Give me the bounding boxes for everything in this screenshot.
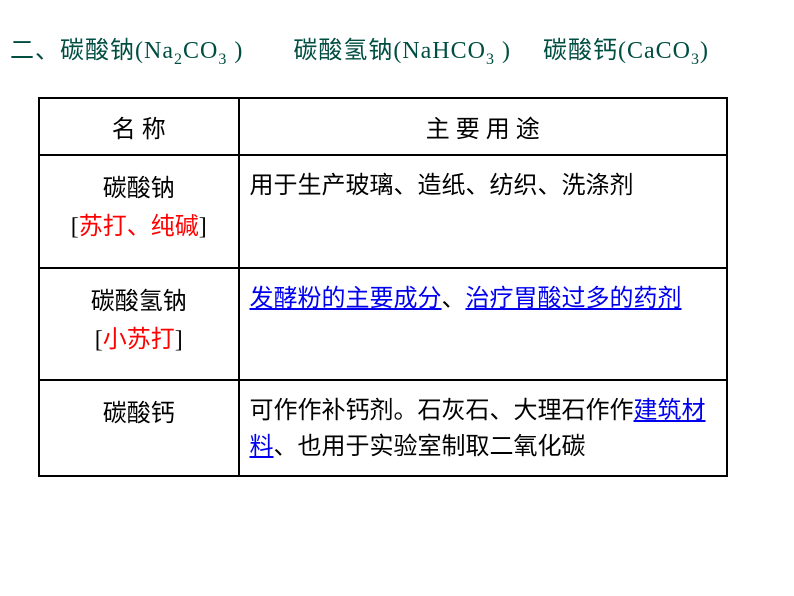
use-text: 用于生产玻璃、造纸、纺织、洗涤剂 (250, 173, 634, 199)
table-header-row: 名 称 主 要 用 途 (39, 98, 727, 155)
name-cell: 碳酸钙 (39, 380, 239, 476)
compound-alias: 小苏打 (103, 327, 175, 353)
title-part: ) 碳酸氢钠(NaHCO (227, 38, 486, 64)
name-cell: 碳酸氢钠 [小苏打] (39, 268, 239, 381)
use-cell: 用于生产玻璃、造纸、纺织、洗涤剂 (239, 155, 727, 268)
use-cell: 发酵粉的主要成分、治疗胃酸过多的药剂 (239, 268, 727, 381)
header-use: 主 要 用 途 (239, 98, 727, 155)
compound-name: 碳酸氢钠 (91, 289, 187, 315)
title-part: ) (700, 38, 709, 64)
compound-alias: 苏打、纯碱 (79, 214, 199, 240)
use-link[interactable]: 发酵粉的主要成分 (250, 286, 442, 312)
bracket-open: [ (71, 214, 79, 240)
compounds-table: 名 称 主 要 用 途 碳酸钠 [苏打、纯碱] 用于生产玻璃、造纸、纺织、洗涤剂… (38, 97, 728, 478)
title-part: ) 碳酸钙(CaCO (495, 38, 691, 64)
subscript: 2 (174, 51, 183, 68)
separator: 、 (442, 286, 466, 312)
title-part: CO (183, 38, 218, 64)
subscript: 3 (691, 51, 700, 68)
compound-name: 碳酸钙 (103, 401, 175, 427)
name-cell: 碳酸钠 [苏打、纯碱] (39, 155, 239, 268)
table-row: 碳酸钙 可作作补钙剂。石灰石、大理石作作建筑材料、也用于实验室制取二氧化碳 (39, 380, 727, 476)
bracket-close: ] (175, 327, 183, 353)
table-row: 碳酸氢钠 [小苏打] 发酵粉的主要成分、治疗胃酸过多的药剂 (39, 268, 727, 381)
subscript: 3 (486, 51, 495, 68)
compound-name: 碳酸钠 (103, 176, 175, 202)
bracket-close: ] (199, 214, 207, 240)
table-row: 碳酸钠 [苏打、纯碱] 用于生产玻璃、造纸、纺织、洗涤剂 (39, 155, 727, 268)
use-text: 可作作补钙剂。石灰石、大理石作作 (250, 398, 634, 424)
use-cell: 可作作补钙剂。石灰石、大理石作作建筑材料、也用于实验室制取二氧化碳 (239, 380, 727, 476)
bracket-open: [ (95, 327, 103, 353)
subscript: 3 (218, 51, 227, 68)
title-part: 二、碳酸钠(Na (10, 38, 174, 64)
header-name: 名 称 (39, 98, 239, 155)
use-link[interactable]: 治疗胃酸过多的药剂 (466, 286, 682, 312)
section-title: 二、碳酸钠(Na2CO3 ) 碳酸氢钠(NaHCO3 ) 碳酸钙(CaCO3) (10, 30, 784, 69)
use-text: 、也用于实验室制取二氧化碳 (274, 434, 586, 460)
